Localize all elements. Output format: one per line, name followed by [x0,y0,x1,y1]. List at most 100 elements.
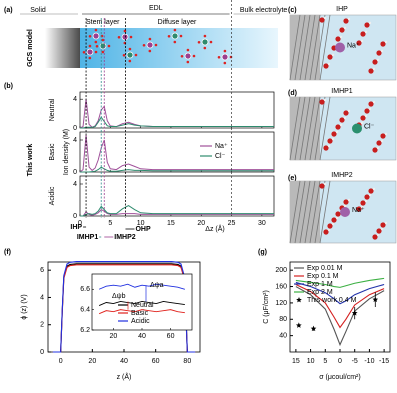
x-tick-label: 80 [183,358,191,365]
hydrogen [360,205,364,209]
oxygen [327,138,333,144]
plane-label: OHP [135,226,151,233]
legend-label: Acidic [131,318,150,325]
ion-label: Cl⁻ [364,123,375,130]
lattice [299,14,311,81]
lattice [319,96,331,161]
hydrogen [364,199,368,203]
data-line [98,283,185,290]
ion-icon [184,52,192,60]
row-label: This work [27,144,34,177]
hydrogen [343,116,347,120]
water-icon [88,34,92,38]
water-icon [148,49,152,53]
hydrogen [331,53,335,57]
plane-label: IHP [70,224,82,231]
y-tick-label: 4 [73,96,77,103]
oxygen [376,228,382,234]
x-tick-label: 20 [110,333,118,340]
data-line [79,135,274,173]
lattice [314,14,326,81]
data-line [80,116,274,129]
hydrogen [323,16,327,20]
plane-label: IMHP2 [114,234,136,241]
legend-label: This work 0.4 M [307,297,357,304]
x-tick-label: 25 [228,220,236,227]
snapshot-title: IMHP1 [331,88,353,95]
snapshot-title: IMHP2 [331,172,353,179]
y-tick-label: 0 [40,349,44,356]
water-icon [217,55,221,59]
subplot-label: Acidic [49,186,56,205]
water-icon [167,34,171,38]
y-tick-label: 4 [73,137,77,144]
lattice [294,14,306,81]
hydrogen [368,107,372,111]
x-tick-label: 5 [108,220,112,227]
x-tick-label: 0 [78,220,82,227]
x-tick-label: 0 [59,358,63,365]
oxygen [323,63,329,69]
oxygen [368,101,374,107]
lattice [314,180,326,244]
row-label: GCS model [27,29,34,67]
y-tick-label: 2 [40,322,44,329]
oxygen [372,234,378,240]
ion-label: Na⁺ [347,42,360,49]
y-tick-label: 4 [40,294,44,301]
snapshot-title: IHP [336,6,348,13]
y-tick-label: 6.2 [80,327,90,334]
legend-swatch [296,297,302,303]
water-icon [142,43,146,47]
ion-icon [121,33,129,41]
subplot-label: Neutral [49,98,56,121]
data-line [80,208,274,217]
y-tick-label: 0 [73,125,77,132]
panel-label: (b) [4,83,13,90]
hydrogen [368,193,372,197]
legend-label: Neutral [131,302,154,309]
scatter-point [310,325,317,332]
x-tick-label: 5 [323,358,327,365]
water-icon [94,28,98,32]
water-icon [128,47,132,51]
lattice [314,96,326,161]
oxygen [339,27,345,33]
hydrogen [327,62,331,66]
hydrogen [343,204,347,208]
lattice [304,14,316,81]
oxygen [343,110,349,116]
lattice [299,96,311,161]
lattice [289,96,301,161]
panel-label: (f) [4,249,11,256]
water-icon [203,46,207,50]
layer-label: Stem layer [86,19,120,26]
ion [335,42,345,53]
oxygen [319,183,325,189]
oxygen [331,131,337,137]
plot-frame [79,91,275,129]
hydrogen [347,198,351,202]
data-line [295,284,385,329]
axis-title: Ion density (M) [63,129,70,175]
x-tick-label: 15 [167,220,175,227]
subplot-label: Basic [49,143,56,161]
x-tick-label: 40 [120,358,128,365]
data-line [295,286,385,347]
legend-label: Exp 0.01 M [307,265,343,272]
data-line [98,301,185,306]
annotation: Δψb [112,293,126,300]
oxygen [368,188,374,194]
oxygen [331,217,337,223]
water-icon [223,49,227,53]
hydrogen [376,146,380,150]
legend-label: Exp 2 M [307,289,333,296]
hydrogen [376,58,380,62]
oxygen [343,199,349,205]
data-line [295,281,385,305]
panel-label: (d) [288,90,297,97]
oxygen [323,229,329,235]
hydrogen [384,132,388,136]
oxygen [319,99,325,105]
hydrogen [372,100,376,104]
